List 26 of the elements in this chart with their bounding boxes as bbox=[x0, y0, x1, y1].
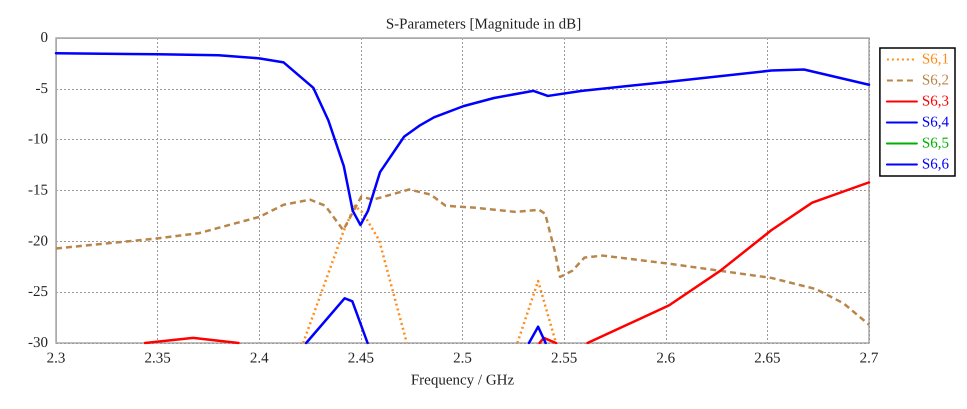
y-tick-label: 0 bbox=[40, 30, 48, 46]
x-tick-label: 2.7 bbox=[860, 350, 879, 366]
x-tick-label: 2.65 bbox=[754, 350, 780, 366]
legend-label: S6,2 bbox=[922, 72, 949, 88]
y-tick-label: -10 bbox=[28, 132, 48, 148]
y-tick-label: -30 bbox=[28, 335, 48, 351]
legend-label: S6,4 bbox=[922, 114, 950, 130]
line-series bbox=[54, 52, 870, 226]
legend-label: S6,6 bbox=[922, 156, 950, 172]
line-series bbox=[54, 188, 870, 326]
x-tick-label: 2.5 bbox=[453, 350, 472, 366]
x-tick-label: 2.35 bbox=[144, 350, 171, 366]
x-tick-label: 2.55 bbox=[551, 350, 578, 366]
y-tick-label: -5 bbox=[36, 80, 48, 97]
y-tick-label: -25 bbox=[28, 284, 48, 300]
x-tick-label: 2.4 bbox=[250, 350, 270, 366]
legend-label: S6,1 bbox=[922, 52, 949, 68]
legend-label: S6,5 bbox=[922, 136, 949, 152]
y-tick-label: -15 bbox=[28, 182, 48, 198]
legend-label: S6,3 bbox=[922, 94, 949, 110]
x-tick-label: 2.6 bbox=[656, 350, 676, 366]
x-tick-label: 2.45 bbox=[348, 350, 374, 366]
chart-title: S-Parameters [Magnitude in dB] bbox=[386, 16, 582, 32]
x-axis-title: Frequency / GHz bbox=[410, 372, 514, 388]
y-tick-label: -20 bbox=[28, 233, 48, 250]
x-tick-label: 2.3 bbox=[46, 350, 66, 366]
